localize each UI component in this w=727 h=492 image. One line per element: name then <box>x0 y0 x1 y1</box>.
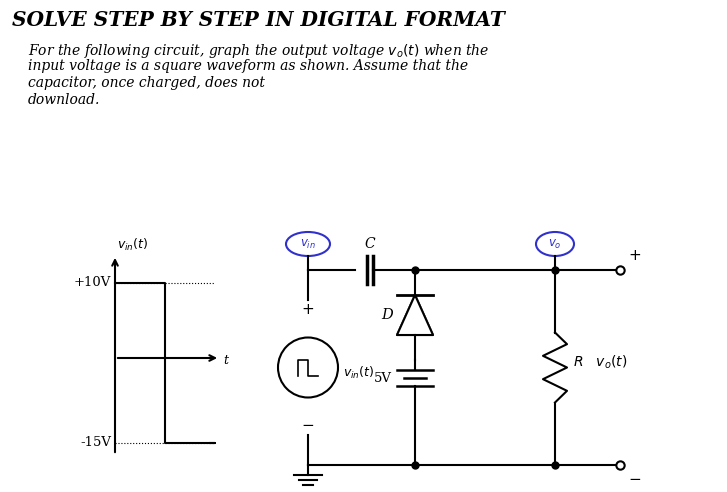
Text: download.: download. <box>28 93 100 107</box>
Text: +: + <box>302 303 314 317</box>
Text: capacitor, once charged, does not: capacitor, once charged, does not <box>28 76 265 90</box>
Text: $v_{in}$: $v_{in}$ <box>300 238 316 250</box>
Text: $v_{in}(t)$: $v_{in}(t)$ <box>117 237 148 253</box>
Text: For the following circuit, graph the output voltage $v_o(t)$ when the: For the following circuit, graph the out… <box>28 42 489 60</box>
Text: $R$   $v_o(t)$: $R$ $v_o(t)$ <box>573 354 627 371</box>
Text: +: + <box>628 247 640 263</box>
Text: SOLVE STEP BY STEP IN DIGITAL FORMAT: SOLVE STEP BY STEP IN DIGITAL FORMAT <box>12 10 505 30</box>
Text: −: − <box>302 418 314 432</box>
Text: input voltage is a square waveform as shown. Assume that the: input voltage is a square waveform as sh… <box>28 59 468 73</box>
Text: D: D <box>381 308 393 322</box>
Text: C: C <box>365 237 375 251</box>
Text: $v_{in}(t)$: $v_{in}(t)$ <box>343 365 374 380</box>
Text: −: − <box>628 472 640 488</box>
Text: t: t <box>223 353 228 367</box>
Text: $v_o$: $v_o$ <box>548 238 562 250</box>
Text: 5V: 5V <box>374 371 392 385</box>
Polygon shape <box>397 295 433 335</box>
Text: +10V: +10V <box>73 277 111 289</box>
Text: -15V: -15V <box>80 436 111 450</box>
